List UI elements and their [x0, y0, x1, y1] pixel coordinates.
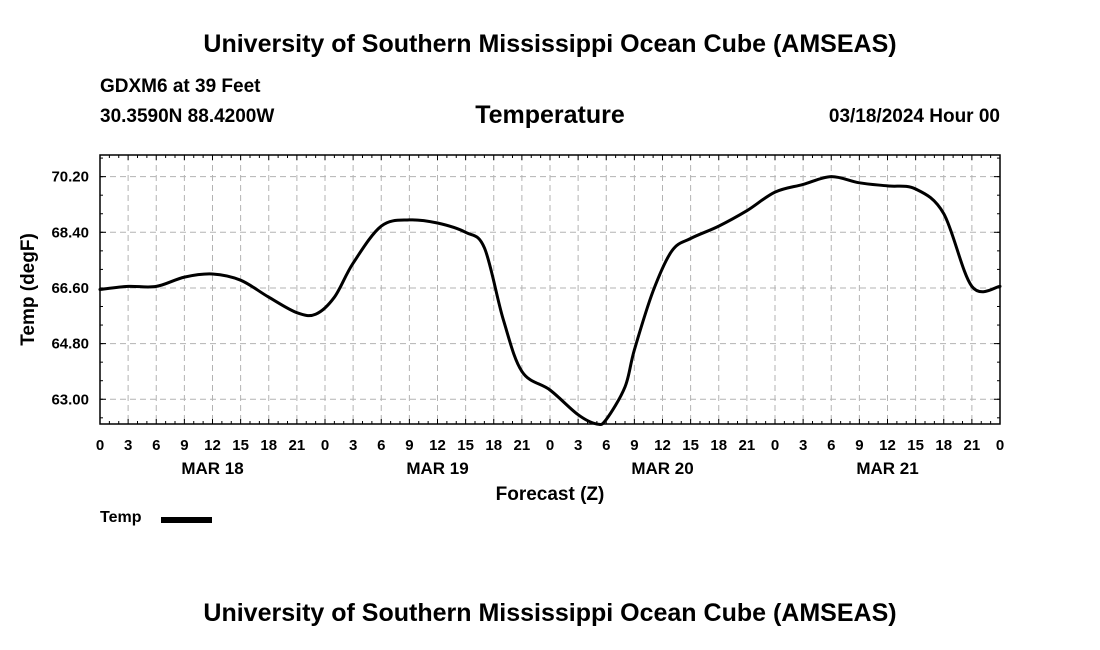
temp-series-line	[98, 175, 1002, 427]
x-tick-label: 3	[799, 437, 807, 454]
chart-footer-title: University of Southern Mississippi Ocean…	[203, 599, 897, 627]
x-tick-label: 0	[96, 437, 104, 454]
y-tick-label: 70.20	[51, 169, 89, 186]
x-day-label: MAR 18	[181, 459, 243, 478]
x-tick-label: 6	[602, 437, 610, 454]
legend-swatch	[161, 517, 212, 523]
x-tick-label: 18	[485, 437, 502, 454]
x-tick-label: 15	[457, 437, 474, 454]
x-tick-label: 0	[546, 437, 554, 454]
x-tick-label: 12	[879, 437, 896, 454]
x-tick-label: 9	[405, 437, 413, 454]
forecast-run-time: 03/18/2024 Hour 00	[828, 106, 1000, 127]
variable-title: Temperature	[475, 101, 625, 129]
x-tick-label: 21	[514, 437, 531, 454]
station-coordinates: 30.3590N 88.4200W	[100, 106, 275, 127]
x-tick-label: 18	[710, 437, 727, 454]
x-tick-label: 9	[180, 437, 188, 454]
station-label: GDXM6 at 39 Feet	[100, 76, 261, 97]
x-tick-label: 18	[260, 437, 277, 454]
x-axis-label: Forecast (Z)	[496, 484, 605, 505]
y-axis-label: Temp (degF)	[18, 233, 39, 346]
x-tick-label: 6	[827, 437, 835, 454]
x-tick-label: 3	[124, 437, 132, 454]
x-tick-label: 21	[964, 437, 981, 454]
x-tick-label: 12	[204, 437, 221, 454]
x-tick-label: 21	[289, 437, 306, 454]
x-day-label: MAR 19	[406, 459, 468, 478]
x-tick-label: 12	[429, 437, 446, 454]
y-tick-label: 64.80	[51, 336, 89, 353]
x-day-label: MAR 20	[631, 459, 693, 478]
x-tick-label: 6	[152, 437, 160, 454]
x-tick-label: 3	[574, 437, 582, 454]
x-tick-label: 15	[682, 437, 699, 454]
x-tick-label: 9	[630, 437, 638, 454]
y-tick-label: 63.00	[51, 391, 89, 408]
x-tick-label: 18	[935, 437, 952, 454]
x-tick-label: 15	[232, 437, 249, 454]
y-tick-label: 66.60	[51, 280, 89, 297]
x-tick-label: 15	[907, 437, 924, 454]
x-tick-label: 9	[855, 437, 863, 454]
x-tick-label: 0	[771, 437, 779, 454]
x-tick-label: 12	[654, 437, 671, 454]
x-tick-label: 3	[349, 437, 357, 454]
chart-main-title: University of Southern Mississippi Ocean…	[203, 30, 897, 58]
x-day-label: MAR 21	[856, 459, 918, 478]
x-tick-label: 0	[996, 437, 1004, 454]
legend-label: Temp	[100, 509, 142, 526]
y-tick-label: 68.40	[51, 224, 89, 241]
x-tick-label: 21	[739, 437, 756, 454]
x-tick-label: 0	[321, 437, 329, 454]
x-tick-label: 6	[377, 437, 385, 454]
